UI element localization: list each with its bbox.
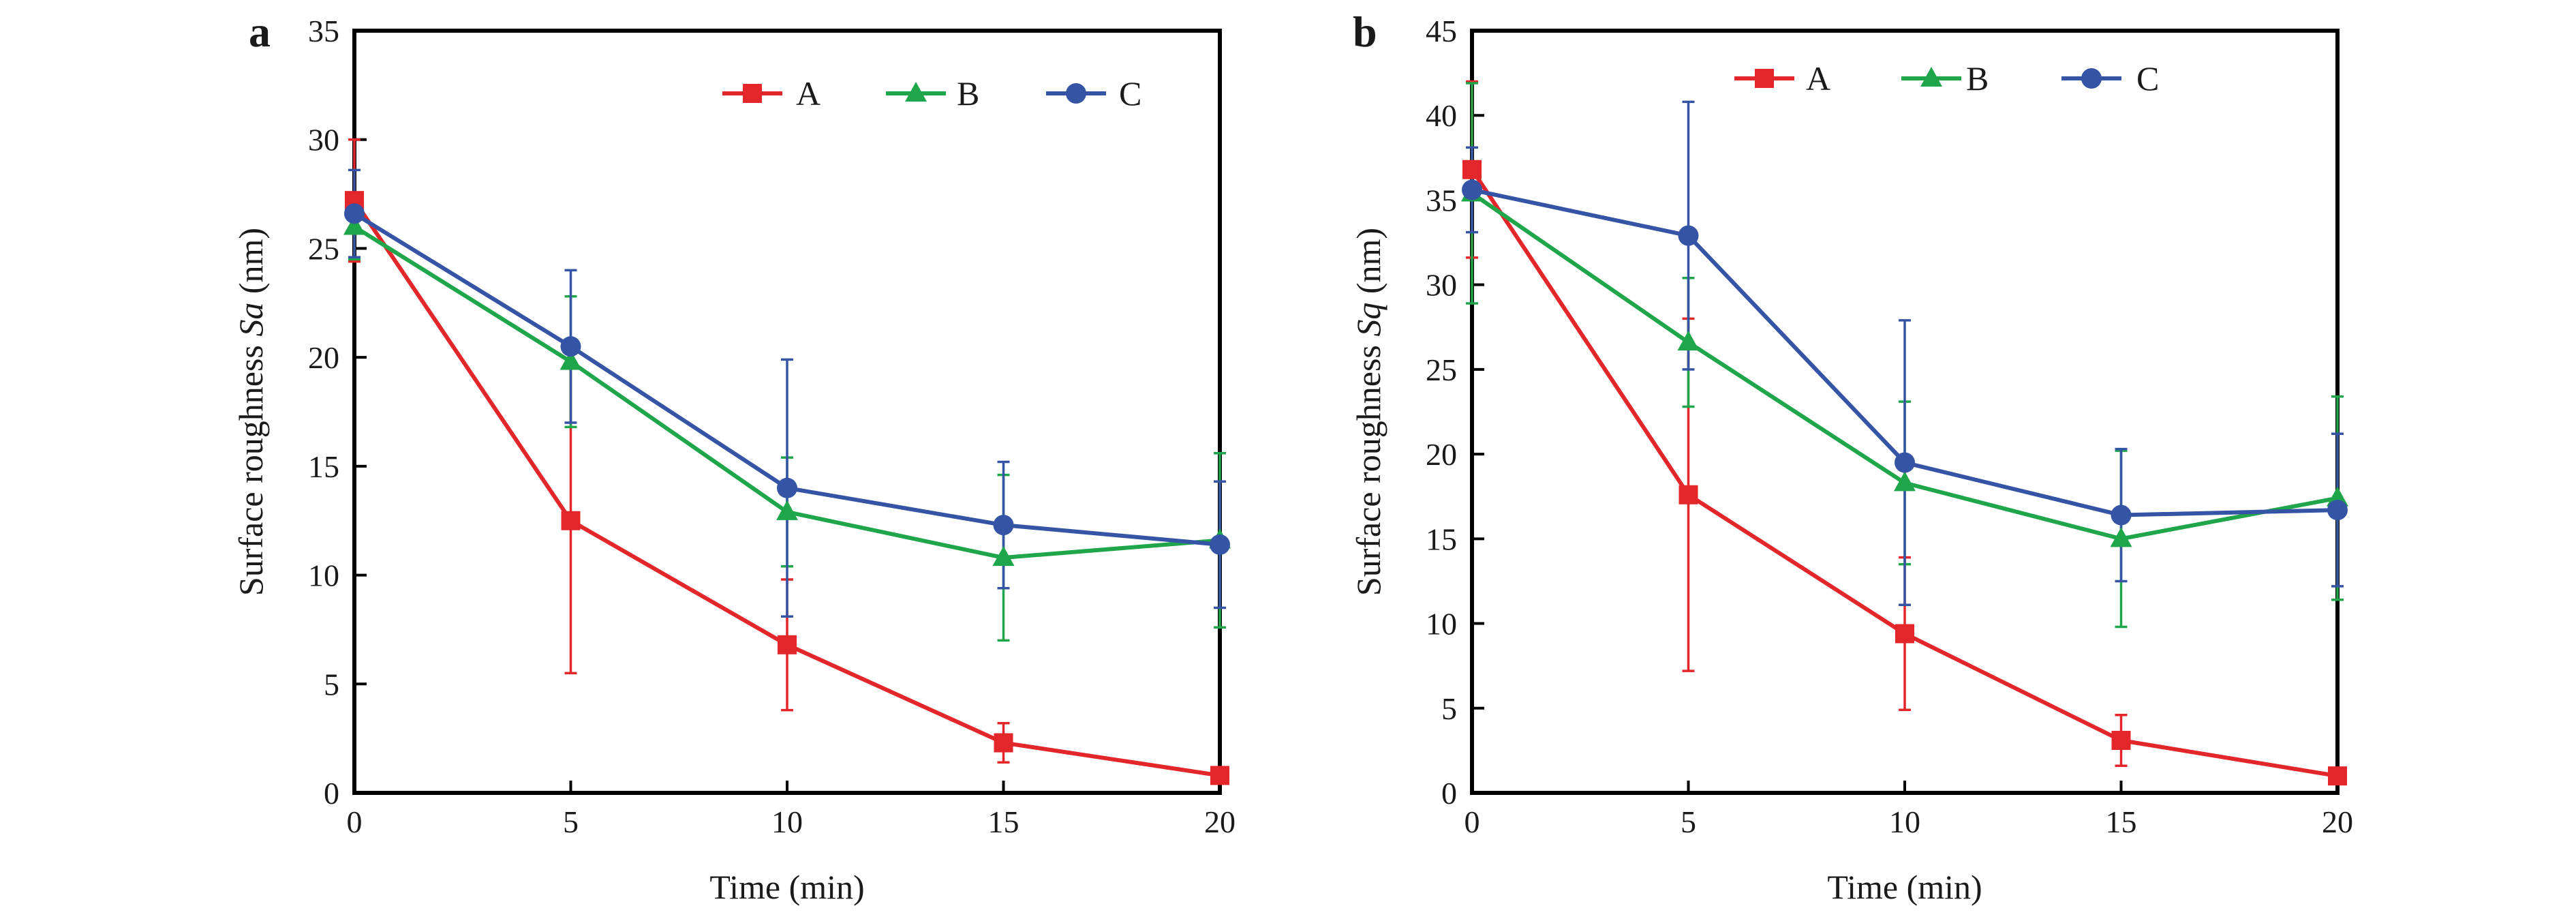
chart-panel-b: 0 5 10 15 20 25 30 35 40 45 0 5 10 15 20 Time (min) Surf… xyxy=(1349,7,2353,906)
data-point-A xyxy=(778,635,797,654)
legend-label-C: C xyxy=(2136,59,2159,97)
x-tick-label: 0 xyxy=(347,804,363,839)
legend-marker-A xyxy=(743,84,762,103)
x-tick-label: 20 xyxy=(1204,804,1236,839)
legend-label-B: B xyxy=(957,74,979,112)
y-tick-label: 0 xyxy=(1441,776,1457,811)
x-tick-label: 10 xyxy=(1889,804,1920,839)
y-tick-label: 35 xyxy=(1426,183,1457,217)
x-axis-label: Time (min) xyxy=(1827,868,1982,906)
data-point-A xyxy=(1678,485,1698,504)
data-point-A xyxy=(1895,624,1914,644)
data-point-A xyxy=(561,511,581,530)
y-tick-label: 20 xyxy=(308,340,339,375)
y-axis-label-unit: (nm) xyxy=(1349,228,1387,303)
y-tick-label: 35 xyxy=(308,14,339,48)
legend-marker-B xyxy=(1920,67,1942,87)
data-point-B xyxy=(1894,471,1916,492)
legend-label-C: C xyxy=(1119,74,1141,112)
legend-label-A: A xyxy=(1806,59,1830,97)
y-tick-label: 15 xyxy=(308,449,339,484)
data-point-B xyxy=(343,215,365,235)
legend-label-B: B xyxy=(1966,59,1989,97)
y-axis-label: Surface roughness Sa (nm) xyxy=(232,228,270,596)
data-point-A xyxy=(2328,766,2347,786)
x-tick-label: 20 xyxy=(2322,804,2353,839)
data-point-C xyxy=(2111,504,2132,526)
data-point-C xyxy=(344,203,365,224)
y-tick-label: 25 xyxy=(1426,352,1457,387)
y-tick-label: 10 xyxy=(308,558,339,593)
y-axis-label-unit: (nm) xyxy=(232,228,270,303)
data-point-A xyxy=(1210,766,1229,785)
data-point-A xyxy=(1462,160,1482,179)
data-point-B xyxy=(559,350,582,370)
panel-label: b xyxy=(1353,7,1377,56)
y-axis-label: Surface roughness Sq (nm) xyxy=(1349,228,1387,596)
data-point-A xyxy=(2111,730,2131,750)
data-point-B xyxy=(2110,527,2132,547)
panel-label: a xyxy=(249,7,271,56)
data-point-B xyxy=(992,546,1015,567)
legend-marker-C xyxy=(2081,68,2102,89)
y-tick-label: 30 xyxy=(308,123,339,157)
legend-marker-A xyxy=(1755,69,1774,88)
y-tick-label: 30 xyxy=(1426,268,1457,303)
data-point-C xyxy=(2327,500,2348,521)
data-point-C xyxy=(1678,225,1699,246)
y-tick-label: 45 xyxy=(1426,14,1457,48)
x-tick-label: 10 xyxy=(771,804,803,839)
data-point-C xyxy=(1462,179,1482,200)
y-axis-label-symbol: Sq xyxy=(1349,303,1387,337)
x-tick-label: 15 xyxy=(2106,804,2137,839)
data-point-C xyxy=(1210,534,1230,555)
y-tick-label: 40 xyxy=(1426,98,1457,133)
y-tick-label: 0 xyxy=(324,776,339,811)
data-point-C xyxy=(993,515,1014,536)
chart-panel-a: 0 5 10 15 20 25 30 35 0 5 10 15 20 Time (min) Surface … xyxy=(232,7,1236,906)
y-tick-label: 20 xyxy=(1426,437,1457,472)
x-tick-label: 15 xyxy=(988,804,1019,839)
x-axis-label: Time (min) xyxy=(709,868,864,906)
legend-marker-C xyxy=(1066,83,1086,104)
data-point-C xyxy=(777,477,797,498)
data-point-B xyxy=(1677,331,1700,351)
legend-marker-B xyxy=(905,82,927,102)
y-tick-label: 25 xyxy=(308,231,339,266)
data-point-B xyxy=(776,500,798,520)
y-tick-label: 5 xyxy=(324,667,339,702)
data-point-C xyxy=(1895,452,1915,473)
legend-label-A: A xyxy=(796,74,821,112)
x-tick-label: 0 xyxy=(1465,804,1480,839)
x-tick-label: 5 xyxy=(1681,804,1696,839)
data-point-A xyxy=(994,733,1013,753)
y-tick-label: 5 xyxy=(1441,691,1457,726)
y-axis-label-prefix: Surface roughness xyxy=(1349,337,1387,596)
x-tick-label: 5 xyxy=(563,804,579,839)
y-axis-label-prefix: Surface roughness xyxy=(232,337,270,596)
y-tick-label: 10 xyxy=(1426,607,1457,642)
y-axis-label-symbol: Sa xyxy=(232,303,270,337)
y-tick-label: 15 xyxy=(1426,522,1457,556)
data-point-C xyxy=(560,336,581,357)
